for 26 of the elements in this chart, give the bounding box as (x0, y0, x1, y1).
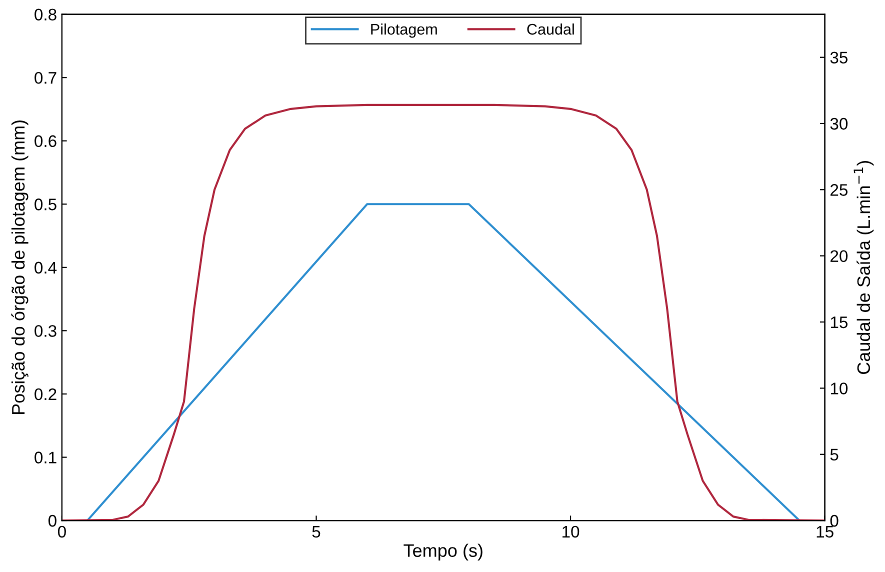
y2-tick-label: 0 (830, 514, 838, 527)
x-tick-label: 5 (312, 526, 320, 538)
x-tick-label: 10 (562, 526, 580, 538)
legend-label: Caudal (527, 23, 574, 35)
y2-tick-label: 20 (830, 250, 848, 262)
y2-tick-label: 10 (830, 382, 848, 394)
legend-label: Pilotagem (371, 23, 437, 38)
y2-tick-label: 5 (830, 448, 838, 461)
y-tick-label: 0.5 (34, 198, 56, 210)
y2-axis-title: Caudal de Saída (L.min$^{−1}$) (854, 161, 874, 374)
y-tick-label: 0 (48, 514, 56, 527)
y2-tick-label: 35 (830, 52, 848, 64)
x-tick-label: 0 (58, 526, 66, 538)
y2-tick-label: 30 (830, 118, 848, 130)
y-tick-label: 0.7 (34, 72, 56, 84)
y-tick-label: 0.6 (34, 135, 56, 148)
y-tick-label: 0.3 (34, 325, 56, 337)
y-tick-label: 0.1 (34, 452, 56, 464)
x-tick-label: 15 (816, 526, 834, 538)
x-axis-title: Tempo (s) (404, 544, 482, 561)
y-axis-title: Posição do órgão de pilotagem (mm) (11, 120, 28, 414)
y-tick-label: 0.4 (34, 262, 57, 274)
y2-tick-label: 25 (830, 184, 848, 196)
y-tick-label: 0.2 (34, 388, 56, 400)
y-tick-label: 0.8 (34, 8, 56, 21)
y2-tick-label: 15 (830, 316, 848, 328)
